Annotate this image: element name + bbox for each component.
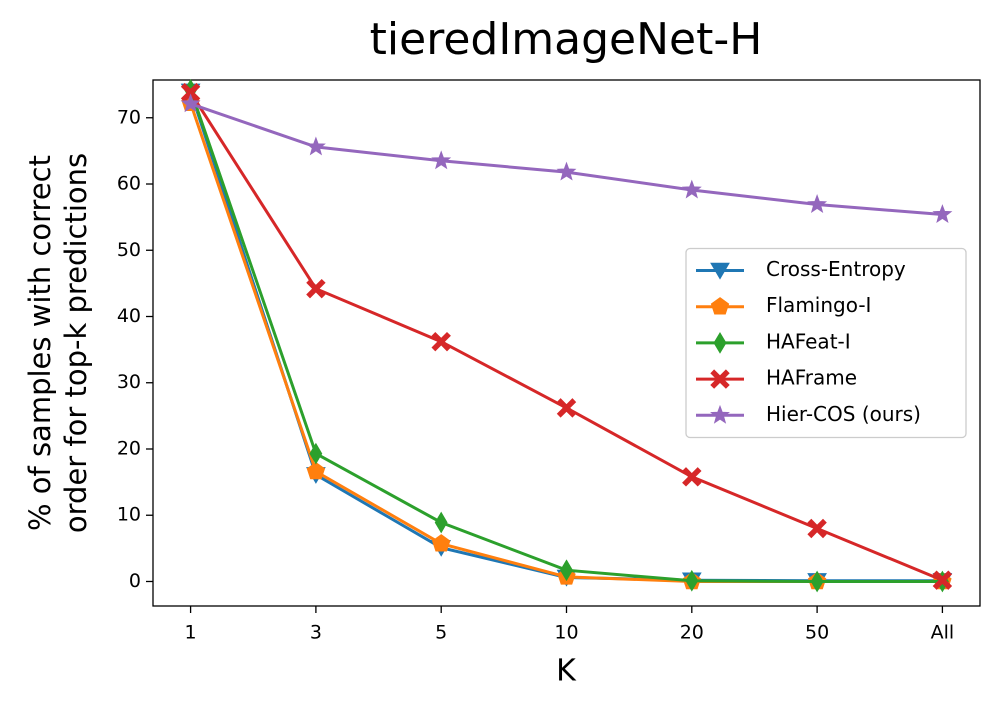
marker bbox=[807, 518, 827, 539]
marker bbox=[180, 82, 201, 103]
y-axis-label-line: % of samples with correct bbox=[23, 155, 57, 531]
marker bbox=[309, 442, 323, 465]
legend-marker bbox=[710, 369, 730, 389]
marker bbox=[556, 161, 577, 181]
x-tick-label: 50 bbox=[805, 622, 829, 644]
legend-label: Flamingo-I bbox=[766, 293, 871, 317]
series bbox=[180, 93, 953, 223]
marker bbox=[681, 179, 702, 199]
y-tick-label: 30 bbox=[117, 371, 141, 393]
marker bbox=[305, 136, 326, 156]
x-tick-label: 3 bbox=[310, 622, 322, 644]
legend-label: Hier-COS (ours) bbox=[766, 402, 921, 426]
y-axis-label-line: order for top-k predictions bbox=[59, 153, 93, 533]
x-tick-label: 1 bbox=[185, 622, 197, 644]
marker bbox=[807, 194, 828, 213]
legend-marker bbox=[710, 262, 730, 280]
legend-marker bbox=[713, 332, 727, 354]
legend-label: HAFeat-I bbox=[766, 329, 851, 353]
x-tick-label: 20 bbox=[680, 622, 704, 644]
marker bbox=[685, 569, 699, 592]
legend-marker bbox=[710, 297, 730, 315]
marker bbox=[434, 511, 448, 534]
series-line bbox=[190, 102, 943, 216]
y-axis-label: % of samples with correct order for top-… bbox=[23, 153, 93, 533]
legend: Cross-Entropy Flamingo-I HAFeat-I HAFrame Hi… bbox=[685, 247, 967, 439]
x-tick-label: 10 bbox=[554, 622, 578, 644]
marker bbox=[932, 204, 953, 223]
marker bbox=[306, 278, 326, 299]
chart-title: tieredImageNet-H bbox=[370, 14, 763, 65]
y-tick-label: 0 bbox=[129, 570, 141, 592]
y-tick-label: 70 bbox=[117, 106, 141, 128]
marker bbox=[560, 559, 573, 582]
y-tick-label: 20 bbox=[117, 437, 141, 459]
marker bbox=[682, 467, 702, 487]
legend-marker bbox=[710, 404, 730, 424]
x-axis-label: K bbox=[556, 654, 577, 689]
y-tick-label: 50 bbox=[117, 239, 141, 261]
marker bbox=[431, 331, 451, 352]
y-tick-label: 10 bbox=[117, 504, 141, 526]
marker bbox=[306, 461, 326, 480]
marker bbox=[180, 93, 201, 113]
legend-frame bbox=[685, 247, 967, 439]
x-tick-label: All bbox=[931, 622, 955, 644]
x-tick-label: 5 bbox=[435, 622, 447, 644]
series bbox=[180, 82, 953, 590]
marker bbox=[432, 534, 451, 552]
marker bbox=[810, 570, 824, 593]
y-tick-label: 60 bbox=[117, 173, 141, 195]
marker bbox=[932, 570, 953, 590]
legend-label: Cross-Entropy bbox=[766, 257, 906, 281]
legend-label: HAFrame bbox=[766, 366, 857, 390]
marker bbox=[431, 150, 452, 170]
y-tick-label: 40 bbox=[117, 305, 141, 327]
marker bbox=[556, 398, 577, 418]
